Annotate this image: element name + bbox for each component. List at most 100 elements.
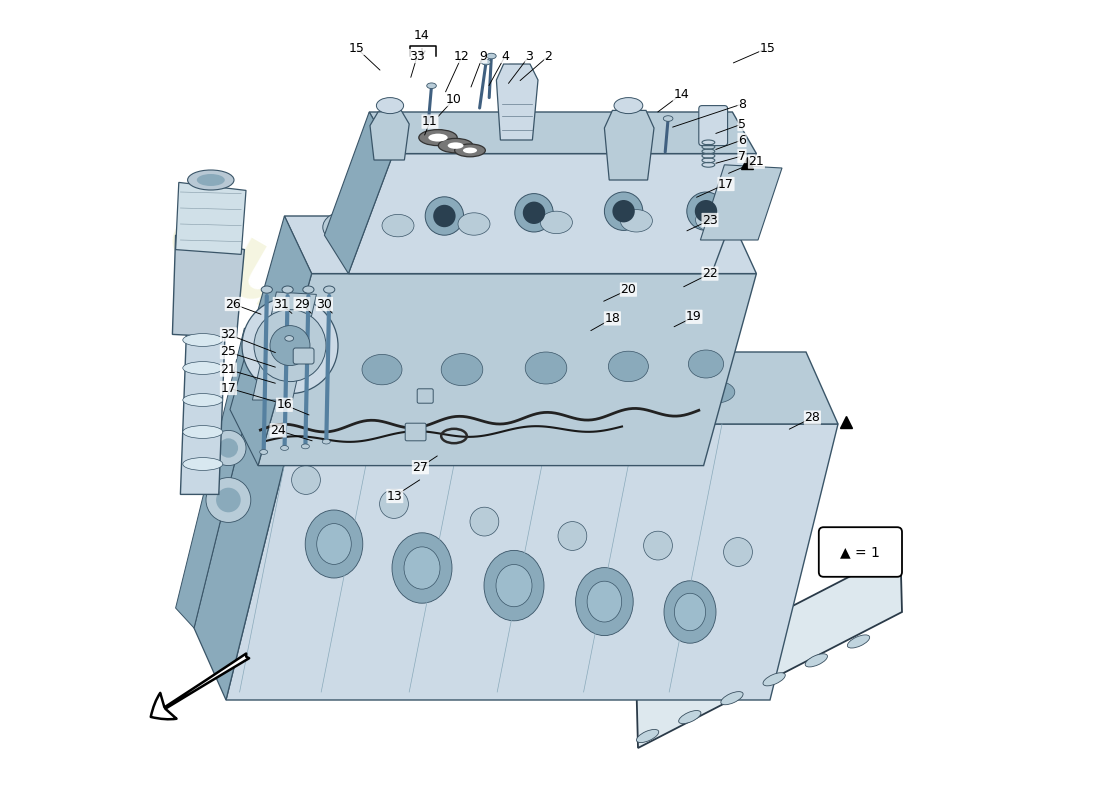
Polygon shape — [176, 328, 262, 628]
Polygon shape — [285, 216, 757, 274]
Ellipse shape — [301, 444, 309, 449]
Ellipse shape — [183, 394, 223, 406]
Polygon shape — [349, 154, 757, 274]
Circle shape — [558, 522, 586, 550]
Ellipse shape — [763, 673, 785, 686]
Text: 30: 30 — [317, 298, 332, 310]
Ellipse shape — [427, 83, 437, 89]
Ellipse shape — [197, 174, 224, 186]
Ellipse shape — [720, 692, 744, 705]
Polygon shape — [252, 292, 317, 400]
Text: a passion for parts since 1985: a passion for parts since 1985 — [417, 425, 700, 599]
FancyBboxPatch shape — [405, 423, 426, 441]
Text: 31: 31 — [273, 298, 289, 310]
Ellipse shape — [334, 218, 358, 236]
Ellipse shape — [484, 550, 544, 621]
Text: 17: 17 — [220, 382, 236, 394]
Text: 24: 24 — [271, 424, 286, 437]
Text: 27: 27 — [412, 461, 428, 474]
Ellipse shape — [679, 710, 701, 724]
Ellipse shape — [614, 98, 642, 114]
Ellipse shape — [805, 654, 827, 667]
Ellipse shape — [482, 59, 491, 65]
Text: 26: 26 — [226, 298, 241, 310]
Polygon shape — [226, 424, 838, 700]
Text: 19: 19 — [686, 310, 702, 323]
Ellipse shape — [847, 635, 870, 648]
Ellipse shape — [422, 380, 470, 404]
Circle shape — [426, 197, 463, 235]
Circle shape — [211, 430, 246, 466]
Text: 3: 3 — [526, 50, 534, 62]
Circle shape — [206, 478, 251, 522]
Text: 16: 16 — [276, 398, 293, 411]
Ellipse shape — [282, 286, 294, 293]
Polygon shape — [180, 322, 226, 494]
Circle shape — [695, 200, 717, 222]
Ellipse shape — [376, 98, 404, 114]
Ellipse shape — [382, 214, 414, 237]
Text: 33: 33 — [409, 50, 425, 62]
FancyBboxPatch shape — [294, 348, 313, 364]
Polygon shape — [701, 165, 782, 240]
Ellipse shape — [285, 336, 294, 341]
Ellipse shape — [496, 565, 532, 606]
Ellipse shape — [664, 581, 716, 643]
Circle shape — [686, 192, 725, 230]
Ellipse shape — [362, 354, 402, 385]
Polygon shape — [496, 64, 538, 140]
Ellipse shape — [486, 54, 496, 59]
Ellipse shape — [695, 381, 735, 403]
Polygon shape — [370, 112, 757, 154]
Ellipse shape — [322, 439, 330, 444]
Circle shape — [470, 507, 498, 536]
Text: 14: 14 — [673, 88, 689, 101]
Ellipse shape — [336, 380, 380, 404]
Ellipse shape — [392, 533, 452, 603]
Text: 13: 13 — [387, 490, 403, 502]
Circle shape — [515, 194, 553, 232]
Ellipse shape — [515, 380, 561, 404]
Ellipse shape — [637, 730, 659, 742]
Polygon shape — [604, 110, 654, 180]
Circle shape — [522, 202, 546, 224]
Ellipse shape — [448, 142, 463, 149]
Text: 9: 9 — [478, 50, 486, 62]
Text: 8: 8 — [738, 98, 746, 110]
Ellipse shape — [260, 450, 267, 454]
Circle shape — [433, 205, 455, 227]
Text: 21: 21 — [220, 363, 236, 376]
Ellipse shape — [322, 211, 370, 243]
Text: 14: 14 — [414, 29, 430, 42]
Polygon shape — [173, 235, 244, 338]
FancyBboxPatch shape — [818, 527, 902, 577]
Text: 28: 28 — [804, 411, 821, 424]
Ellipse shape — [509, 214, 535, 234]
Text: 7: 7 — [738, 150, 746, 162]
Ellipse shape — [458, 213, 490, 235]
Ellipse shape — [575, 568, 634, 635]
Polygon shape — [637, 550, 902, 748]
Ellipse shape — [323, 286, 334, 293]
Ellipse shape — [407, 209, 456, 242]
Ellipse shape — [689, 350, 724, 378]
Circle shape — [219, 438, 238, 458]
Text: 2: 2 — [544, 50, 552, 62]
Ellipse shape — [525, 352, 566, 384]
Ellipse shape — [695, 209, 727, 231]
Circle shape — [242, 298, 338, 394]
Text: 18: 18 — [605, 312, 620, 325]
Polygon shape — [324, 112, 393, 274]
Text: 15: 15 — [760, 42, 775, 54]
Ellipse shape — [682, 215, 703, 231]
Ellipse shape — [305, 510, 363, 578]
Ellipse shape — [183, 334, 223, 346]
Polygon shape — [230, 216, 311, 466]
Ellipse shape — [663, 116, 673, 122]
Text: 29: 29 — [294, 298, 310, 310]
Polygon shape — [194, 352, 294, 700]
Circle shape — [254, 310, 326, 382]
Text: 20: 20 — [620, 283, 636, 296]
Ellipse shape — [428, 134, 448, 142]
Ellipse shape — [674, 594, 705, 630]
